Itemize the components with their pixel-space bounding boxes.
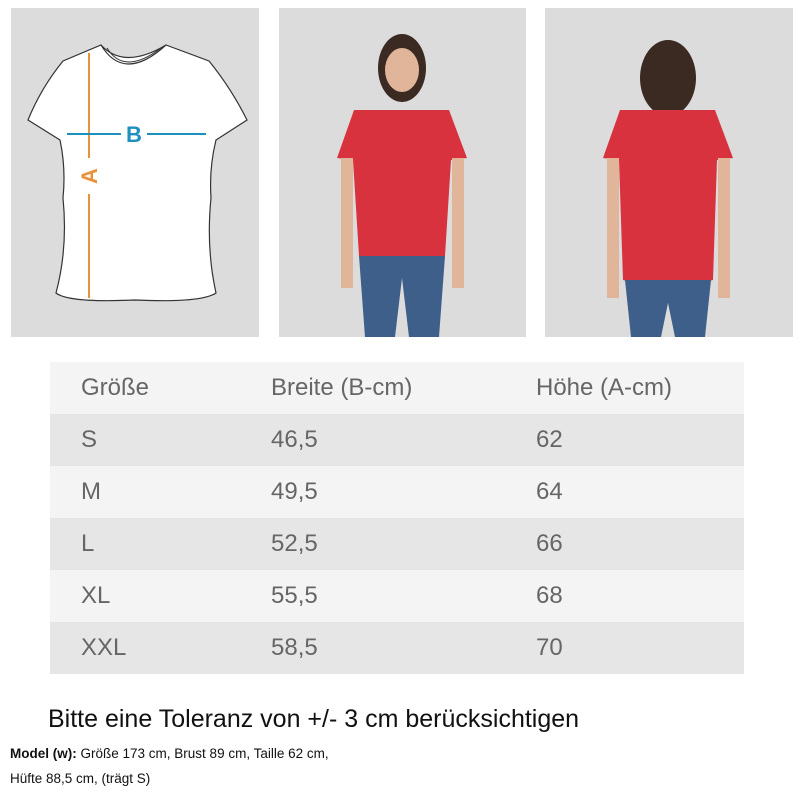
model-line-1: Größe 173 cm, Brust 89 cm, Taille 62 cm, <box>80 746 329 761</box>
table-row: XXL 58,5 70 <box>50 622 744 674</box>
height-cell: 66 <box>536 530 563 557</box>
size-cell: S <box>81 426 98 453</box>
table-row: S 46,5 62 <box>50 414 744 466</box>
height-cell: 68 <box>536 582 563 609</box>
tshirt-diagram: B A <box>27 44 248 302</box>
width-cell: 49,5 <box>271 478 318 505</box>
width-cell: 52,5 <box>271 530 318 557</box>
height-cell: 62 <box>536 426 563 453</box>
size-cell: XL <box>81 582 111 609</box>
label-b: B <box>126 122 142 147</box>
height-cell: 64 <box>536 478 563 505</box>
height-cell: 70 <box>536 634 563 661</box>
width-cell: 58,5 <box>271 634 318 661</box>
model-front-photo <box>279 8 526 337</box>
width-cell: 46,5 <box>271 426 318 453</box>
model-label: Model (w): <box>10 746 77 761</box>
table-row: XL 55,5 68 <box>50 570 744 622</box>
size-table: Größe Breite (B-cm) Höhe (A-cm) S 46,5 62 … <box>50 362 744 674</box>
header-height: Höhe (A-cm) <box>536 374 673 401</box>
size-cell: M <box>81 478 101 505</box>
model-line-2: Hüfte 88,5 cm, (trägt S) <box>10 771 151 786</box>
size-cell: L <box>81 530 95 557</box>
table-row: L 52,5 66 <box>50 518 744 570</box>
tolerance-note: Bitte eine Toleranz von +/- 3 cm berücks… <box>48 705 580 733</box>
table-header-row: Größe Breite (B-cm) Höhe (A-cm) <box>50 362 744 414</box>
label-a: A <box>77 168 102 184</box>
header-size: Größe <box>81 374 150 401</box>
header-width: Breite (B-cm) <box>271 374 413 401</box>
size-diagram-panel: B A <box>11 8 259 337</box>
size-cell: XXL <box>81 634 127 661</box>
model-back-photo <box>545 8 793 337</box>
width-cell: 55,5 <box>271 582 318 609</box>
table-row: M 49,5 64 <box>50 466 744 518</box>
model-info: Model (w): Größe 173 cm, Brust 89 cm, Ta… <box>10 741 329 791</box>
